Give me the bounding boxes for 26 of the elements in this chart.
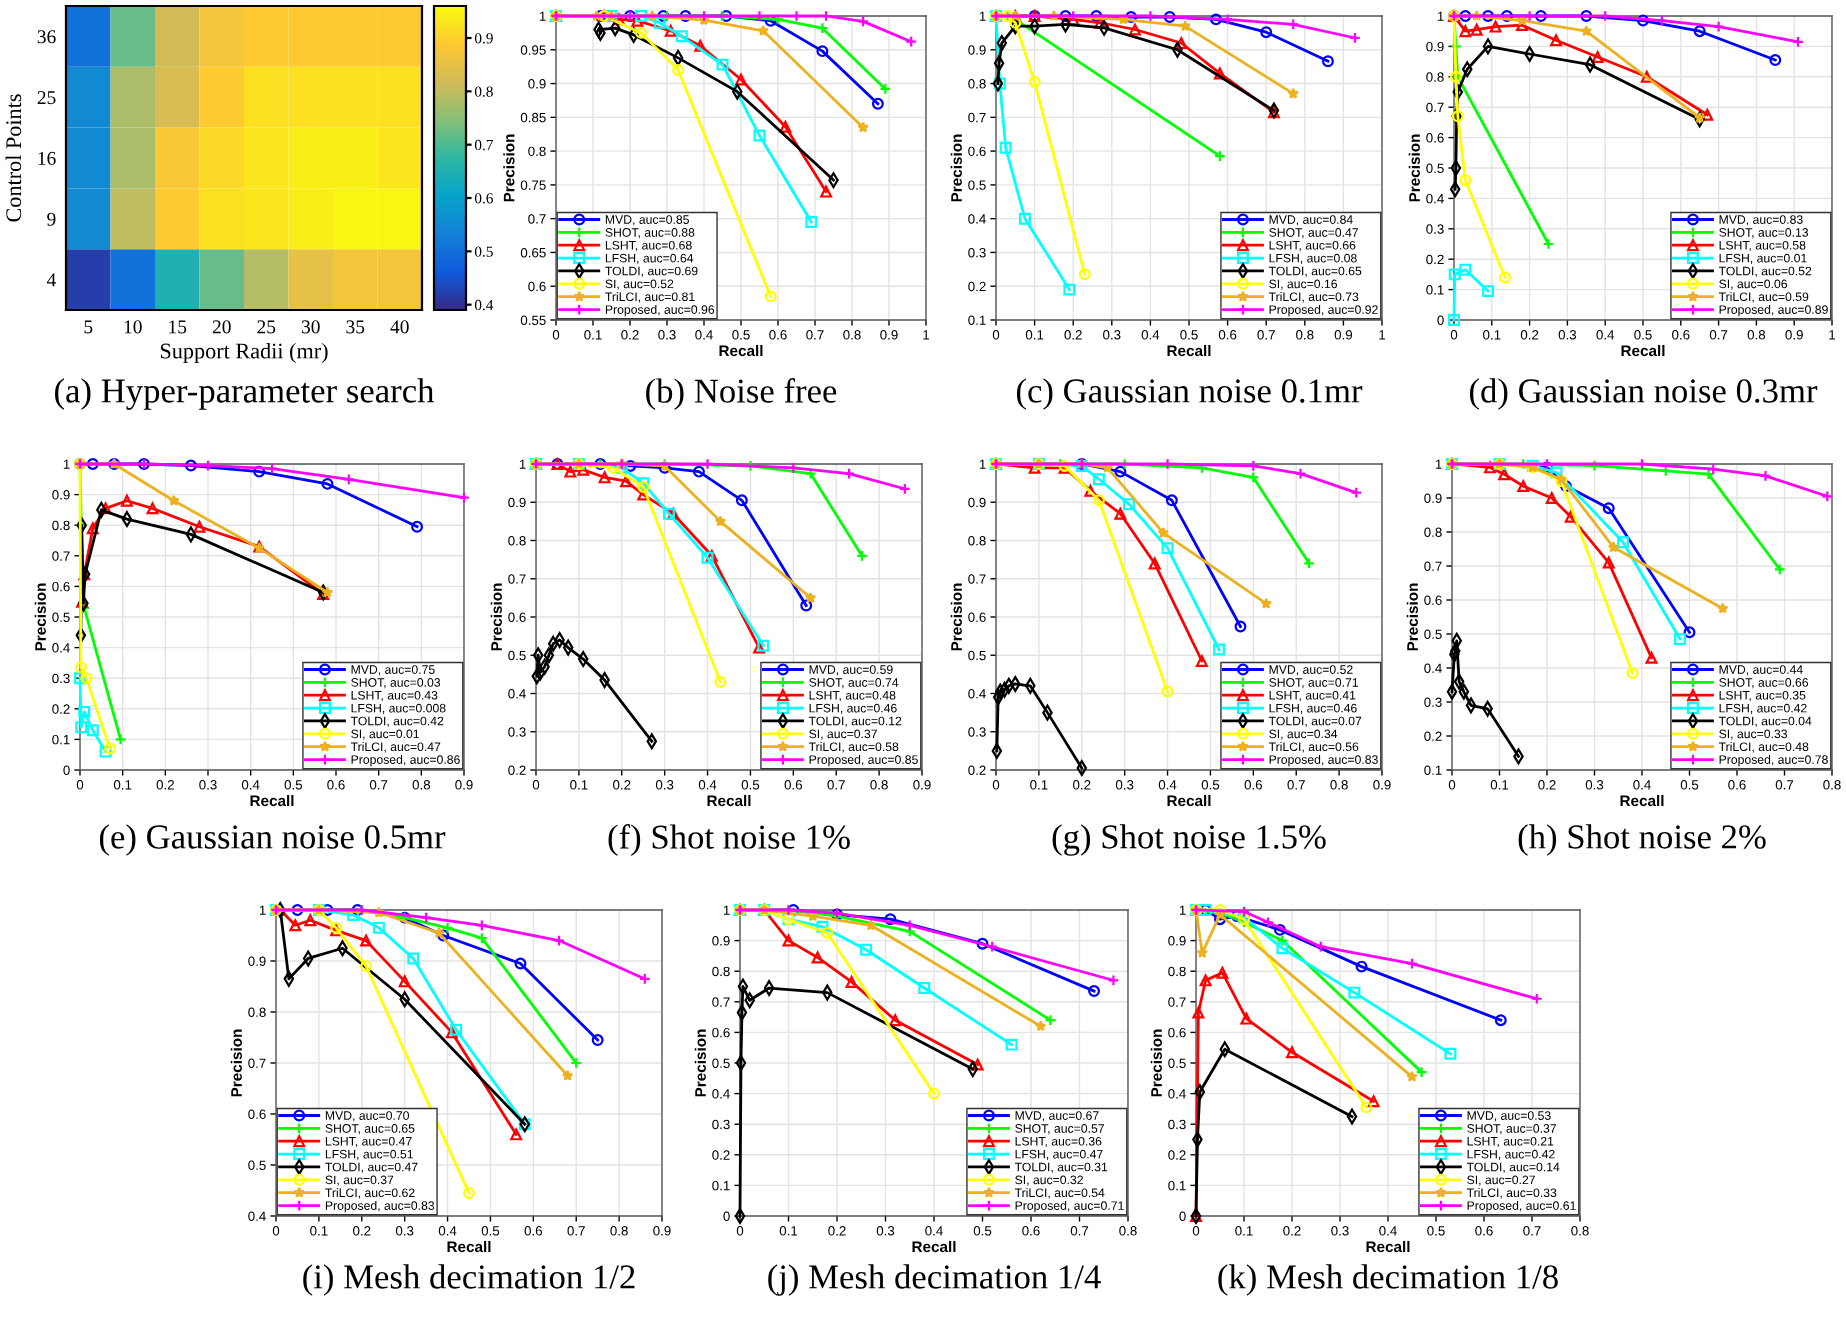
text: (c) Gaussian noise 0.1mr [1016,378,1363,410]
y-tick-label: 9 [47,212,56,226]
text: (a) Hyper-parameter search [55,378,435,410]
x-tick-label: 30 [301,320,320,334]
x-tick-label: 20 [212,320,231,334]
text: (k) Mesh decimation 1/8 [1218,1264,1558,1296]
text: (d) Gaussian noise 0.3mr [1469,378,1818,410]
text: (f) Shot noise 1% [608,824,850,856]
y-tick-label: 4 [46,273,56,287]
x-tick-label: 10 [124,320,142,334]
x-tick-label: 40 [390,320,409,334]
text: (g) Shot noise 1.5% [1052,824,1326,856]
text: (b) Noise free [646,378,837,410]
text: (j) Mesh decimation 1/4 [768,1264,1101,1296]
y-tick-label: 36 [37,30,56,44]
text: (i) Mesh decimation 1/2 [303,1264,635,1296]
x-tick-label: 35 [346,320,365,334]
y-tick-label: 16 [38,151,56,165]
x-tick-label: 25 [257,320,276,334]
x-axis-title: Support Radii (mr) [160,342,328,364]
y-tick-label: 25 [37,91,56,105]
text: (e) Gaussian noise 0.5mr [99,824,446,856]
x-tick-label: 15 [169,320,187,334]
text: (h) Shot noise 2% [1518,824,1766,856]
x-tick-label: 5 [84,320,93,334]
y-axis-title: Control Points [5,94,22,222]
